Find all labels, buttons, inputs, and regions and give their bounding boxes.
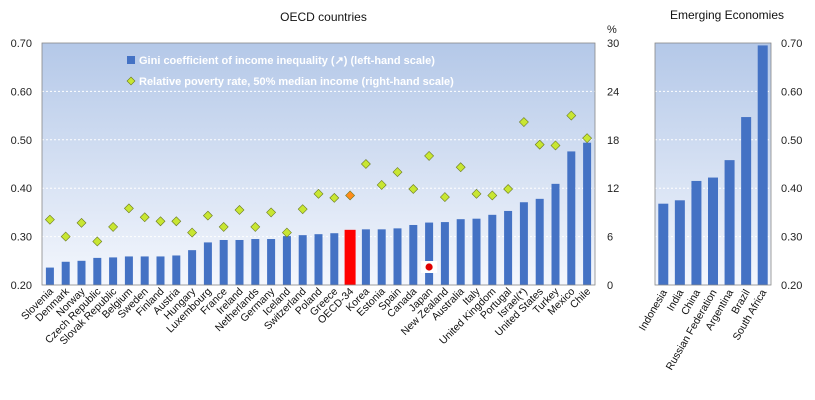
gini-bar-france [220, 240, 228, 285]
gini-bar-denmark [62, 262, 70, 285]
emerging-category-label: Indonesia [637, 287, 670, 333]
emerging-bar-south-africa [758, 45, 768, 285]
oecd-right-tick-label: 12 [607, 183, 619, 195]
gini-bar-new-zealand [441, 222, 449, 285]
gini-bar-spain [394, 228, 402, 285]
emerging-tick-label: 0.30 [781, 232, 802, 244]
oecd-left-tick-label: 0.40 [11, 183, 32, 195]
oecd-right-tick-label: 6 [607, 232, 613, 244]
gini-bar-hungary [188, 250, 196, 285]
gini-bar-slovenia [46, 268, 54, 285]
oecd-left-tick-label: 0.20 [11, 280, 32, 292]
emerging-chart: Emerging Economies 0.20 0.30 0.40 0.50 0.60 0.… [637, 8, 803, 372]
oecd-right-axis-unit: % [607, 24, 617, 36]
chart-root: OECD countries 0.20 0.30 0.40 0.50 0.60 0.70 0 6… [0, 0, 815, 400]
emerging-bar-russian-federation [708, 178, 718, 285]
gini-bar-australia [457, 219, 465, 285]
gini-bar-japan [425, 223, 433, 285]
emerging-tick-label: 0.50 [781, 135, 802, 147]
gini-bar-germany [267, 239, 275, 285]
gini-bar-luxembourg [204, 242, 212, 285]
oecd-chart-title: OECD countries [280, 10, 367, 24]
oecd-left-tick-label: 0.50 [11, 135, 32, 147]
gini-bar-ireland [236, 240, 244, 285]
legend-poverty-label: Relative poverty rate, 50% median income… [139, 76, 454, 88]
emerging-tick-label: 0.60 [781, 86, 802, 98]
oecd-right-tick-label: 0 [607, 280, 613, 292]
emerging-bar-india [675, 200, 685, 285]
gini-bar-estonia [378, 229, 386, 285]
emerging-tick-label: 0.40 [781, 183, 802, 195]
gini-bar-canada [409, 225, 417, 285]
oecd-left-tick-label: 0.30 [11, 232, 32, 244]
oecd-left-tick-label: 0.70 [11, 38, 32, 50]
emerging-bar-indonesia [658, 204, 668, 285]
emerging-bar-argentina [725, 160, 735, 285]
japan-flag-disc [426, 263, 433, 270]
gini-bar-korea [362, 229, 370, 285]
gini-bar-poland [315, 234, 323, 285]
oecd-right-tick-label: 18 [607, 135, 619, 147]
gini-bar-austria [172, 255, 180, 285]
oecd-left-tick-label: 0.60 [11, 86, 32, 98]
gini-bar-greece [330, 233, 338, 285]
gini-bar-norway [78, 261, 86, 285]
oecd-chart: OECD countries 0.20 0.30 0.40 0.50 0.60 0.70 0 6… [11, 10, 620, 347]
gini-bar-portugal [504, 211, 512, 285]
oecd-right-tick-label: 24 [607, 86, 619, 98]
gini-bar-chile [583, 143, 591, 285]
gini-bar-finland [157, 256, 165, 285]
gini-bar-turkey [552, 184, 560, 285]
emerging-chart-title: Emerging Economies [670, 8, 784, 22]
gini-bar-united-states [536, 199, 544, 285]
gini-bar-czech-republic [93, 258, 101, 285]
gini-bar-oecd-34 [345, 230, 356, 285]
gini-bar-israel [520, 202, 528, 285]
emerging-bar-china [691, 181, 701, 285]
gini-bar-italy [473, 219, 481, 285]
legend-gini-swatch [127, 56, 135, 64]
gini-bar-iceland [283, 236, 291, 285]
gini-bar-netherlands [251, 239, 259, 285]
legend-gini-label: Gini coefficient of income inequality (↗… [139, 55, 435, 67]
gini-bar-sweden [141, 256, 149, 285]
gini-bar-belgium [125, 256, 133, 285]
chart-svg: OECD countries 0.20 0.30 0.40 0.50 0.60 0.70 0 6… [0, 0, 815, 400]
gini-bar-united-kingdom [488, 215, 496, 285]
emerging-tick-label: 0.70 [781, 38, 802, 50]
emerging-tick-label: 0.20 [781, 280, 802, 292]
gini-bar-slovak-republic [109, 257, 117, 285]
gini-bar-mexico [567, 151, 575, 285]
oecd-right-tick-label: 30 [607, 38, 619, 50]
gini-bar-switzerland [299, 235, 307, 285]
emerging-bar-brazil [741, 117, 751, 285]
